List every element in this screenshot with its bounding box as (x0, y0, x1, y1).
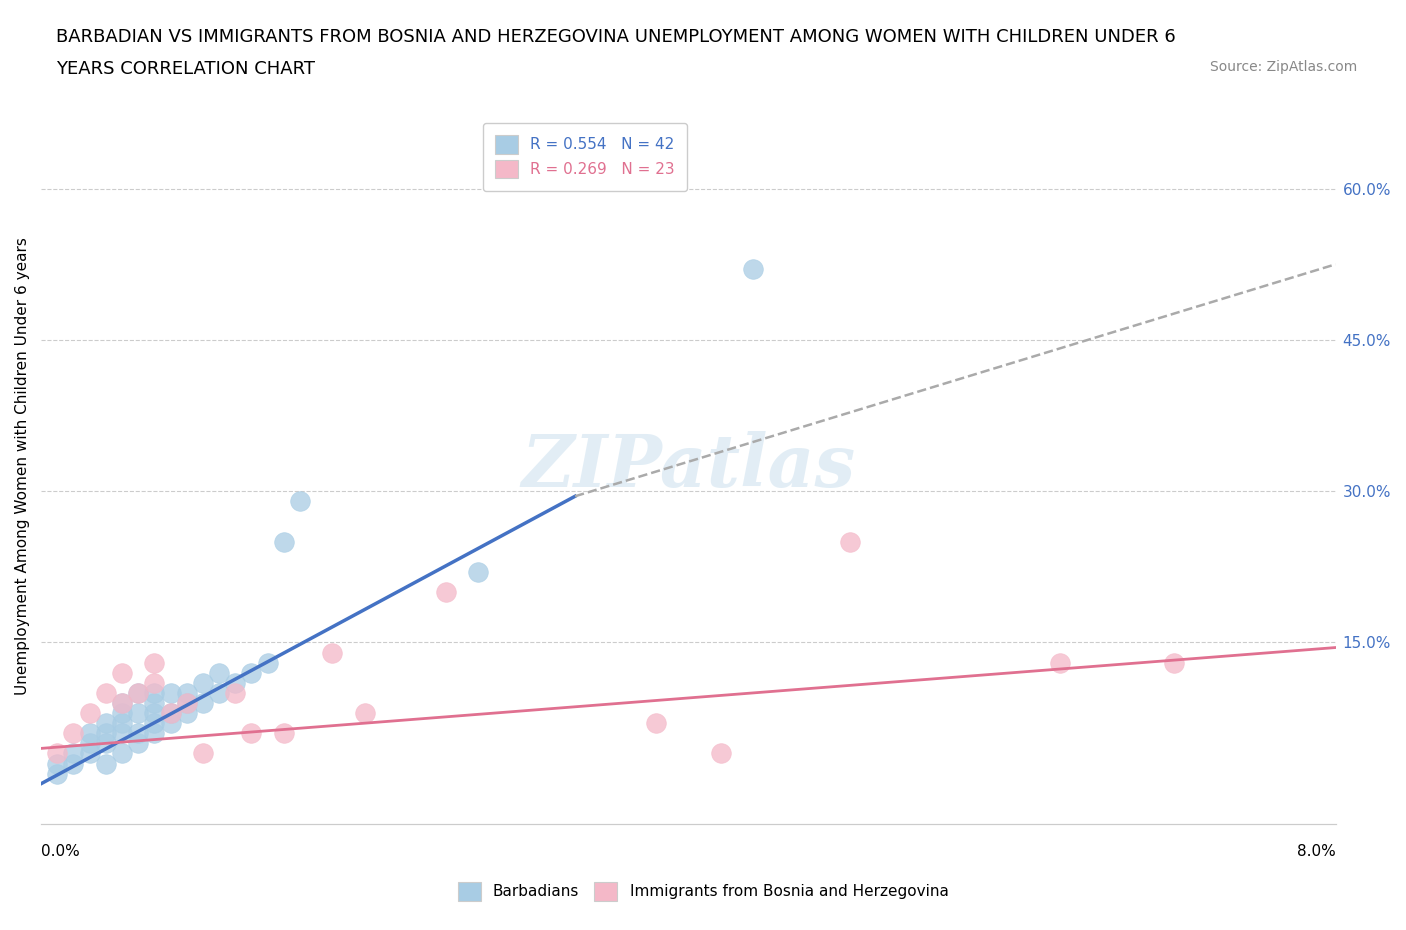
Text: 8.0%: 8.0% (1296, 844, 1336, 859)
Point (240, 665, 263, 680)
Point (143, 725, 166, 740)
Point (240, 725, 263, 740)
Point (127, 736, 149, 751)
Text: BARBADIAN VS IMMIGRANTS FROM BOSNIA AND HERZEGOVINA UNEMPLOYMENT AMONG WOMEN WIT: BARBADIAN VS IMMIGRANTS FROM BOSNIA AND … (56, 28, 1175, 46)
Point (176, 685, 198, 700)
Point (111, 665, 134, 680)
Point (353, 706, 375, 721)
Point (46, 766, 69, 781)
Point (176, 696, 198, 711)
Point (256, 656, 278, 671)
Point (111, 716, 134, 731)
Point (143, 716, 166, 731)
Point (288, 494, 311, 509)
Point (434, 585, 457, 600)
Text: Source: ZipAtlas.com: Source: ZipAtlas.com (1209, 60, 1357, 74)
Point (191, 746, 214, 761)
Y-axis label: Unemployment Among Women with Children Under 6 years: Unemployment Among Women with Children U… (15, 237, 30, 695)
Point (94, 716, 117, 731)
Text: ZIPatlas: ZIPatlas (522, 431, 855, 501)
Point (94, 756, 117, 771)
Point (143, 675, 166, 690)
Point (143, 706, 166, 721)
Point (467, 565, 489, 579)
Point (208, 665, 231, 680)
Point (62, 756, 84, 771)
Point (79, 706, 101, 721)
Point (127, 685, 149, 700)
Point (46, 756, 69, 771)
Point (111, 706, 134, 721)
Point (1049, 656, 1071, 671)
Legend: R = 0.554   N = 42, R = 0.269   N = 23: R = 0.554 N = 42, R = 0.269 N = 23 (482, 123, 688, 191)
Point (127, 685, 149, 700)
Point (159, 716, 181, 731)
Point (62, 746, 84, 761)
Point (273, 725, 295, 740)
Point (645, 716, 668, 731)
Point (94, 725, 117, 740)
Point (839, 534, 862, 549)
Point (127, 725, 149, 740)
Point (176, 696, 198, 711)
Point (208, 685, 231, 700)
Point (191, 696, 214, 711)
Point (79, 736, 101, 751)
Point (159, 706, 181, 721)
Point (710, 746, 733, 761)
Point (1163, 656, 1185, 671)
Point (742, 262, 765, 277)
Point (143, 685, 166, 700)
Point (321, 645, 343, 660)
Point (79, 725, 101, 740)
Point (94, 685, 117, 700)
Point (94, 736, 117, 751)
Point (176, 706, 198, 721)
Point (111, 696, 134, 711)
Point (143, 656, 166, 671)
Point (111, 725, 134, 740)
Point (62, 725, 84, 740)
Point (79, 746, 101, 761)
Text: YEARS CORRELATION CHART: YEARS CORRELATION CHART (56, 60, 315, 78)
Point (143, 696, 166, 711)
Legend: Barbadians, Immigrants from Bosnia and Herzegovina: Barbadians, Immigrants from Bosnia and H… (450, 874, 956, 909)
Point (111, 696, 134, 711)
Point (273, 534, 295, 549)
Point (224, 685, 246, 700)
Text: 0.0%: 0.0% (41, 844, 80, 859)
Point (127, 706, 149, 721)
Point (111, 746, 134, 761)
Point (159, 706, 181, 721)
Point (46, 746, 69, 761)
Point (191, 675, 214, 690)
Point (224, 675, 246, 690)
Point (159, 685, 181, 700)
